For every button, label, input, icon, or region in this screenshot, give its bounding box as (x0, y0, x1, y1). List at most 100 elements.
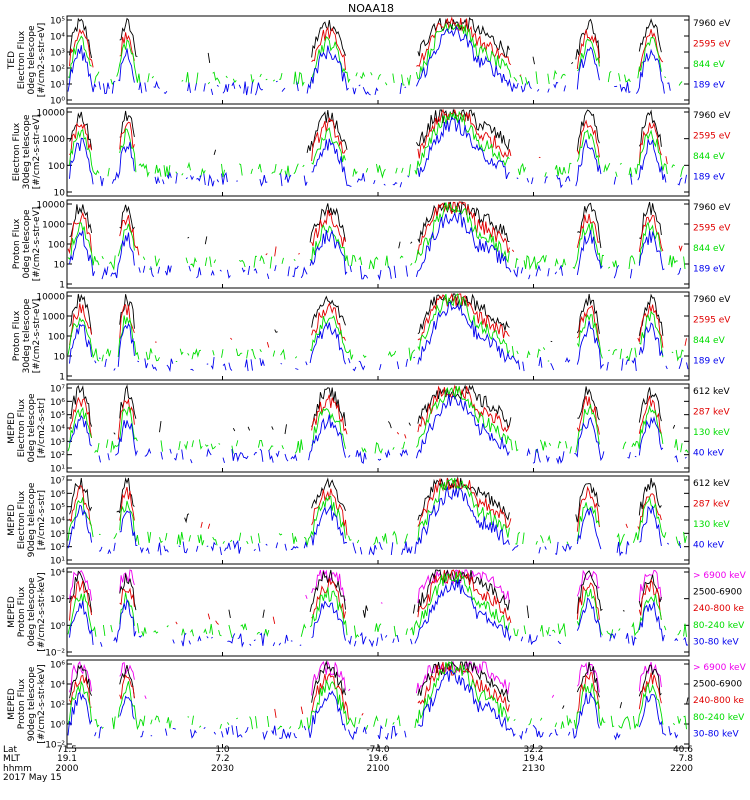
panel-4: 1 10 100 1000 10000 Proton Flux 30deg telescop… (12, 291, 731, 383)
y-axis-label-line: 0deg telescope (27, 393, 37, 463)
legend-entry: 80-240 keV (693, 713, 745, 723)
legend-entry: 240-800 ke (693, 696, 744, 706)
panel-frame (66, 291, 690, 381)
legend-entry: 287 keV (693, 499, 730, 509)
y-tick-label: 10⁶ (50, 661, 65, 671)
x-row-label: Lat (3, 745, 18, 755)
x-row-label: hhmm (3, 764, 32, 774)
legend-entry: 287 keV (693, 407, 730, 417)
y-tick-label: 1000 (42, 135, 65, 145)
y-tick-label: 10⁵ (50, 17, 65, 27)
legend-entry: 189 eV (693, 264, 726, 274)
y-tick-label: 10² (50, 65, 65, 75)
series-trace (69, 660, 662, 699)
legend-entry: 189 eV (693, 80, 726, 90)
y-tick-label: 10³ (50, 438, 65, 448)
y-axis-label-line: Electron Flux (17, 30, 27, 89)
x-tick-label-mlt: 19.4 (523, 754, 543, 764)
x-tick-label-hhmm: 2100 (367, 764, 390, 774)
y-axis-label-line: 30deg telescope (22, 298, 32, 373)
y-axis-label-line: [#/cm2-s-str-keV] (37, 572, 47, 651)
legend-entry: 189 eV (693, 172, 726, 182)
legend-entry: 189 eV (693, 356, 726, 366)
y-tick-label: 1000 (42, 313, 65, 323)
series-trace (68, 24, 685, 85)
legend-entry: 240-800 ke (693, 604, 744, 614)
y-tick-label: 10³ (50, 530, 65, 540)
y-axis-label-line: MEPED (7, 688, 17, 720)
y-tick-label: 100 (48, 162, 65, 172)
series-trace (70, 662, 665, 720)
panel-5: 10¹ 10² 10³ 10⁴ 10⁵ 10⁶ 10⁷ MEPED Electron Flux 0… (7, 383, 730, 475)
y-axis-label-line: 30deg telescope (22, 114, 32, 189)
series-trace (67, 202, 686, 271)
x-tick-label-lat: 32.2 (523, 745, 543, 755)
series-trace (70, 386, 687, 440)
y-axis-label-line: 90deg telescope (27, 482, 37, 557)
legend-entry: 844 eV (693, 60, 726, 70)
legend-entry: 80-240 keV (693, 621, 745, 631)
y-axis-label-line: [#/cm2-s-str-keV] (37, 664, 47, 743)
y-axis-label-line: TED (7, 51, 17, 70)
panel-6: 10¹ 10² 10³ 10⁴ 10⁵ 10⁶ 10⁷ MEPED Electron Flux 9… (7, 475, 730, 567)
y-tick-label: 10⁶ (50, 490, 65, 500)
panel-1: 10⁰ 10¹ 10² 10³ 10⁴ 10⁵ TED Electron Flux 0deg t… (7, 15, 731, 107)
y-axis-label-line: 0deg telescope (27, 25, 37, 95)
legend-entry: 40 keV (693, 448, 725, 458)
legend-entry: 2595 eV (693, 315, 731, 325)
series-trace (70, 570, 686, 606)
y-tick-label: 100 (48, 241, 65, 251)
x-tick-label-mlt: 19.1 (57, 754, 77, 764)
series-trace (69, 292, 687, 348)
panel-8: 10⁻² 10⁰ 10² 10⁴ 10⁶ MEPED Proton Flux 90deg te… (7, 659, 747, 751)
y-tick-label: 1 (59, 281, 65, 291)
y-tick-label: 10000 (36, 201, 65, 211)
x-tick-label-hhmm: 2030 (211, 764, 234, 774)
legend-entry: 130 keV (693, 428, 730, 438)
y-tick-label: 10¹ (50, 81, 65, 91)
x-tick-label-mlt: 7.8 (679, 754, 694, 764)
y-axis-label-line: Proton Flux (12, 218, 22, 269)
legend-entry: 2595 eV (693, 223, 731, 233)
y-tick-label: 10⁰ (50, 721, 65, 731)
series-trace (67, 570, 687, 639)
y-axis-label-line: Electron Flux (17, 490, 27, 549)
legend-entry: 2500-6900 (693, 680, 742, 690)
series-trace (69, 116, 687, 189)
legend-entry: 40 keV (693, 540, 725, 550)
y-axis-label-line: Proton Flux (17, 678, 27, 729)
y-axis-label-line: [#/cm2-s-str-eV] (37, 23, 47, 98)
y-axis-label-line: MEPED (7, 504, 17, 536)
panel-7: 10⁻² 10⁰ 10² 10⁴ MEPED Proton Flux 0deg telesc… (7, 567, 747, 659)
legend-entry: 30-80 keV (693, 729, 739, 739)
series-trace (69, 579, 688, 648)
series-trace (69, 384, 676, 435)
series-trace (70, 18, 689, 76)
series-trace (68, 487, 688, 555)
panel-3: 1 10 100 1000 10000 Proton Flux 0deg telescope… (12, 199, 731, 291)
y-tick-label: 10² (50, 595, 65, 605)
y-tick-label: 100 (48, 333, 65, 343)
legend-entry: > 6900 keV (693, 663, 747, 673)
legend-entry: 30-80 keV (693, 637, 739, 647)
x-tick-label-mlt: 19.6 (368, 754, 388, 764)
y-tick-label: 10⁵ (50, 411, 65, 421)
figure-title: NOAA18 (348, 2, 394, 15)
y-axis-label-line: [#/cm2-s-str-eV] (32, 115, 42, 190)
y-tick-label: 10 (54, 261, 66, 271)
y-axis-label-line: [#/cm2-s-str-eV] (32, 299, 42, 374)
x-tick-label-lat: 1.0 (215, 745, 230, 755)
y-tick-label: 10⁰ (50, 97, 65, 107)
y-axis-label-line: Electron Flux (17, 398, 27, 457)
y-axis-label-line: 0deg telescope (27, 577, 37, 647)
x-tick-label-hhmm: 2200 (670, 764, 693, 774)
y-tick-label: 10⁰ (50, 622, 65, 632)
y-axis-label-line: 90deg telescope (27, 666, 37, 741)
y-tick-label: 10 (54, 353, 66, 363)
y-tick-label: 10² (50, 543, 65, 553)
y-axis-label-line: MEPED (7, 412, 17, 444)
series-trace (69, 394, 687, 465)
